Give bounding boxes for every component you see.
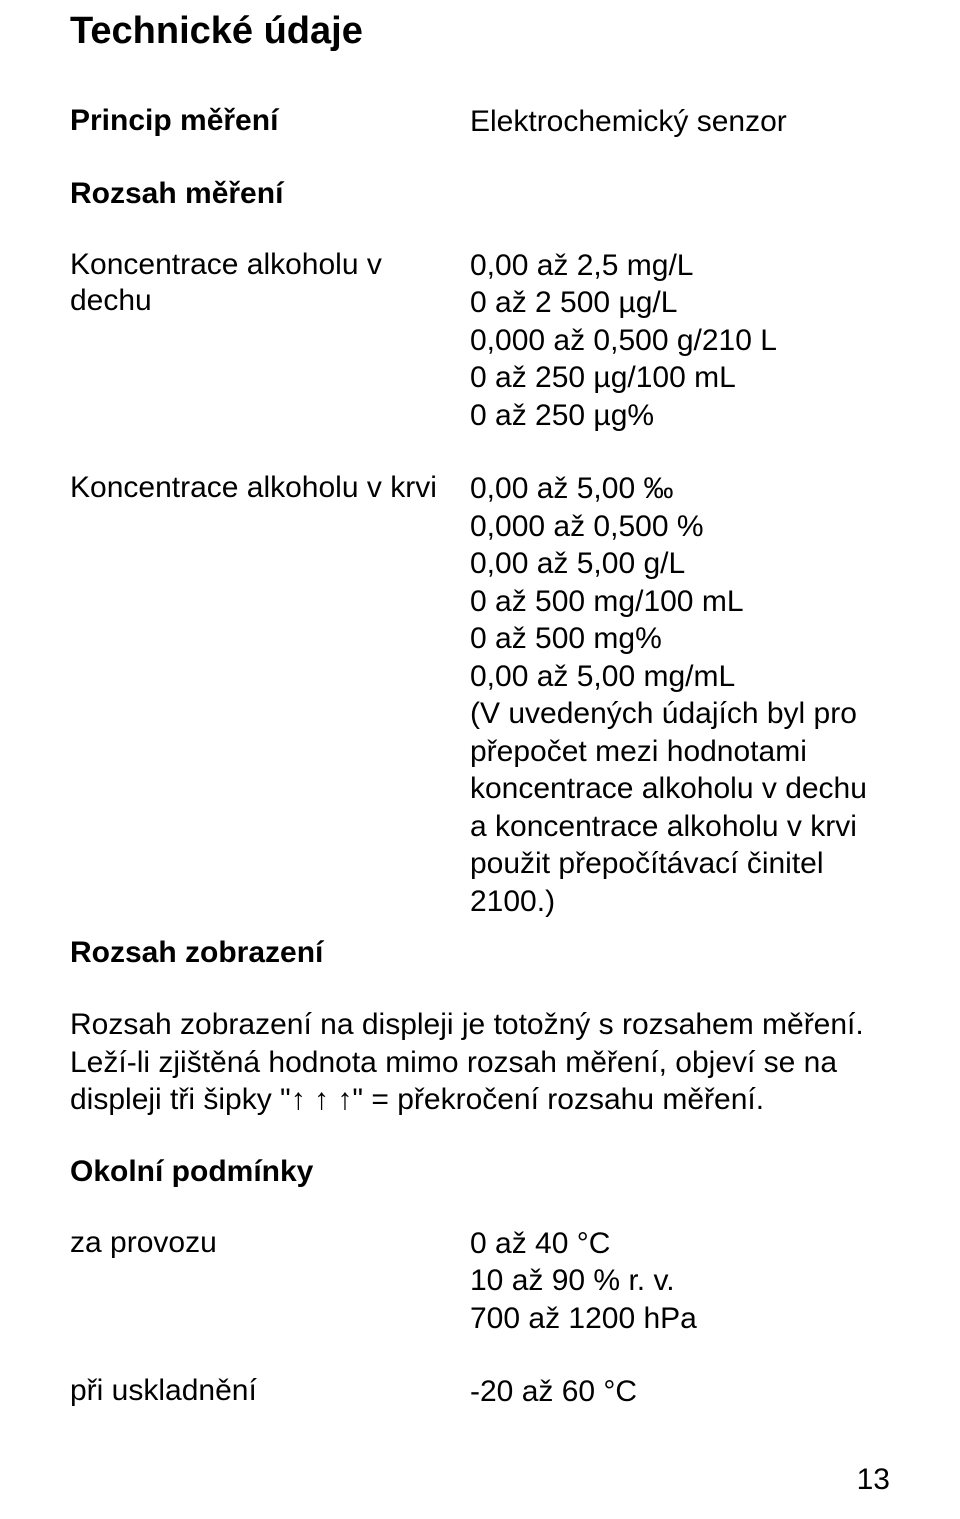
breath-line: 0 až 250 µg% bbox=[470, 397, 777, 435]
blood-line: 0,00 až 5,00 mg/mL bbox=[470, 658, 890, 696]
operating-label: za provozu bbox=[70, 1225, 470, 1261]
blood-line: 0,00 až 5,00 g/L bbox=[470, 545, 890, 583]
blood-line: 0,000 až 0,500 % bbox=[470, 508, 890, 546]
operating-line: 0 až 40 °C bbox=[470, 1225, 697, 1263]
blood-row: Koncentrace alkoholu v krvi 0,00 až 5,00… bbox=[70, 470, 890, 920]
page-number: 13 bbox=[857, 1463, 890, 1497]
operating-values: 0 až 40 °C 10 až 90 % r. v. 700 až 1200 … bbox=[470, 1225, 697, 1338]
page-title: Technické údaje bbox=[70, 10, 890, 53]
storage-label: při uskladnění bbox=[70, 1373, 470, 1409]
breath-values: 0,00 až 2,5 mg/L 0 až 2 500 µg/L 0,000 a… bbox=[470, 247, 777, 435]
operating-line: 10 až 90 % r. v. bbox=[470, 1262, 697, 1300]
breath-line: 0,000 až 0,500 g/210 L bbox=[470, 322, 777, 360]
principle-value: Elektrochemický senzor bbox=[470, 103, 787, 141]
display-range-heading: Rozsah zobrazení bbox=[70, 936, 890, 970]
breath-label: Koncentrace alkoholu v dechu bbox=[70, 247, 470, 319]
principle-label: Princip měření bbox=[70, 103, 470, 139]
page: Technické údaje Princip měření Elektroch… bbox=[0, 0, 960, 1519]
blood-label: Koncentrace alkoholu v krvi bbox=[70, 470, 470, 506]
storage-row: při uskladnění -20 až 60 °C bbox=[70, 1373, 890, 1411]
operating-line: 700 až 1200 hPa bbox=[470, 1300, 697, 1338]
breath-row: Koncentrace alkoholu v dechu 0,00 až 2,5… bbox=[70, 247, 890, 435]
blood-line: 0 až 500 mg% bbox=[470, 620, 890, 658]
breath-line: 0 až 250 µg/100 mL bbox=[470, 359, 777, 397]
display-range-text: Rozsah zobrazení na displeji je totožný … bbox=[70, 1006, 890, 1119]
blood-line: 0,00 až 5,00 ‰ bbox=[470, 470, 890, 508]
ambient-heading: Okolní podmínky bbox=[70, 1155, 890, 1189]
breath-line: 0 až 2 500 µg/L bbox=[470, 284, 777, 322]
blood-note: (V uvedených údajích byl pro přepočet me… bbox=[470, 695, 890, 920]
principle-row: Princip měření Elektrochemický senzor bbox=[70, 103, 890, 141]
storage-value: -20 až 60 °C bbox=[470, 1373, 637, 1411]
operating-row: za provozu 0 až 40 °C 10 až 90 % r. v. 7… bbox=[70, 1225, 890, 1338]
blood-values: 0,00 až 5,00 ‰ 0,000 až 0,500 % 0,00 až … bbox=[470, 470, 890, 920]
breath-line: 0,00 až 2,5 mg/L bbox=[470, 247, 777, 285]
blood-line: 0 až 500 mg/100 mL bbox=[470, 583, 890, 621]
range-heading: Rozsah měření bbox=[70, 177, 890, 211]
